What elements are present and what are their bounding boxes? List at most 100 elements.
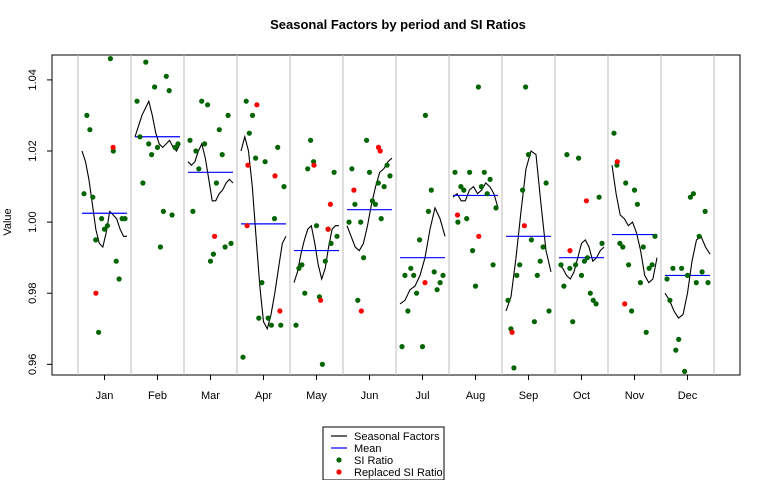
replaced-si-ratio-point: [325, 226, 331, 232]
x-tick-label: Jun: [361, 390, 379, 402]
si-ratio-point: [172, 144, 178, 150]
seasonal-factor-line: [134, 99, 181, 152]
si-ratio-point: [169, 212, 175, 218]
si-ratio-point: [422, 112, 428, 118]
si-ratio-point: [643, 329, 649, 335]
si-ratio-point: [299, 262, 305, 268]
si-ratio-point: [140, 180, 146, 186]
replaced-si-ratio-point: [358, 308, 364, 314]
si-ratio-point: [596, 194, 602, 200]
si-ratio-point: [278, 322, 284, 328]
si-ratio-point: [475, 84, 481, 90]
seasonal-factor-line: [399, 206, 446, 305]
si-ratio-point: [355, 297, 361, 303]
si-ratio-point: [271, 216, 278, 222]
si-ratio-point: [313, 223, 320, 229]
si-ratio-point: [452, 169, 458, 175]
y-axis-label: Value: [2, 208, 14, 235]
seasonal-factor-line: [664, 235, 711, 319]
si-ratio-point: [581, 258, 588, 264]
si-ratio-point: [558, 262, 564, 268]
si-ratio-point: [293, 322, 299, 328]
si-ratio-point: [256, 315, 262, 321]
si-ratio-point: [196, 166, 202, 172]
replaced-si-ratio-point: [244, 223, 250, 229]
replaced-si-ratio-point: [93, 290, 99, 296]
si-ratio-point: [414, 290, 420, 296]
si-ratio-point: [296, 265, 302, 271]
seasonal-factor-line: [346, 157, 393, 252]
si-ratio-point: [567, 265, 573, 271]
y-tick-label: 0.98: [27, 283, 39, 304]
x-axis: Jan Feb Mar Apr May Jun Jul Aug Sep Oct Nov Dec: [96, 375, 698, 402]
si-ratio-point: [590, 297, 596, 303]
si-ratio-point: [702, 208, 708, 214]
si-ratio-point: [546, 308, 552, 314]
si-ratio-point: [193, 148, 199, 154]
si-ratio-point: [175, 141, 181, 147]
si-ratio-point: [646, 265, 652, 271]
replaced-si-ratio-point: [311, 162, 317, 168]
si-ratio-point: [216, 127, 222, 133]
si-ratio-point: [346, 219, 352, 225]
si-ratio-point: [467, 169, 473, 175]
si-ratio-point: [637, 280, 644, 286]
period-separators: [77, 55, 715, 375]
si-ratio-point: [520, 187, 526, 193]
si-ratio-point: [246, 130, 252, 136]
x-tick-label: Feb: [148, 390, 167, 402]
si-ratio-point: [143, 59, 149, 65]
si-ratio-point: [634, 201, 641, 207]
y-axis: 0.96 0.98 1.00 1.02 1.04: [27, 69, 52, 375]
si-ratio-point: [268, 322, 274, 328]
si-ratio-point: [525, 152, 532, 158]
si-ratio-point: [113, 258, 119, 264]
si-ratio-point: [322, 258, 328, 264]
si-ratio-point: [366, 169, 373, 175]
si-ratio-point: [478, 184, 484, 190]
x-tick-label: Jul: [415, 390, 429, 402]
legend-point-swatch: [336, 457, 342, 463]
si-ratio-point: [611, 130, 617, 136]
replaced-si-ratio-point: [614, 159, 620, 165]
replaced-si-ratio-point: [377, 148, 383, 154]
si-ratio-point: [99, 216, 105, 222]
y-tick-label: 1.00: [27, 211, 39, 232]
si-ratio-point: [623, 180, 629, 186]
si-ratio-point: [259, 280, 265, 286]
si-ratio-point: [334, 233, 340, 239]
si-ratio-point: [384, 162, 390, 168]
x-tick-label: Apr: [255, 390, 272, 402]
si-ratio-point: [470, 248, 476, 254]
x-tick-label: Oct: [573, 390, 590, 402]
si-ratio-point: [243, 98, 249, 104]
si-ratio-point: [690, 191, 697, 197]
si-ratio-point: [705, 280, 711, 286]
si-ratio-point: [543, 180, 549, 186]
si-ratio-point: [425, 208, 431, 214]
seasonal-factor-line: [81, 150, 127, 249]
si-ratio-point: [205, 102, 211, 108]
si-ratio-point: [461, 187, 467, 193]
si-ratio-point: [249, 112, 256, 118]
si-ratio-point: [587, 290, 593, 296]
replaced-si-ratio-point: [454, 212, 461, 218]
si-ratio-point: [431, 269, 437, 275]
si-ratio-point: [319, 361, 325, 367]
si-ratio-point: [570, 319, 576, 325]
si-ratio-point: [399, 344, 405, 350]
si-ratio-point: [417, 237, 423, 243]
seasonal-factor-line: [293, 224, 339, 283]
replaced-si-ratio-point: [245, 162, 251, 168]
si-ratio-point: [349, 166, 355, 172]
si-ratio-point: [464, 216, 470, 222]
si-ratio-point: [160, 208, 166, 214]
si-ratio-point: [213, 180, 219, 186]
si-ratio-point: [682, 368, 688, 374]
si-ratio-point: [528, 237, 535, 243]
si-ratio-point: [81, 191, 87, 197]
seasonal-factor-line: [452, 182, 499, 209]
